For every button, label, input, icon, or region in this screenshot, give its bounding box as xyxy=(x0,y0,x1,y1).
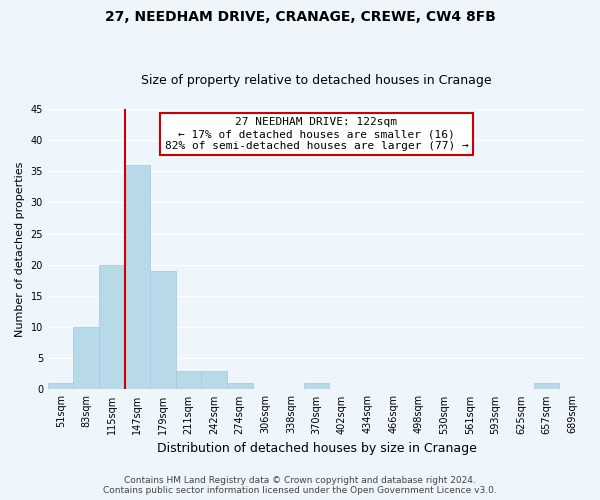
Bar xyxy=(202,370,227,390)
X-axis label: Distribution of detached houses by size in Cranage: Distribution of detached houses by size … xyxy=(157,442,476,455)
Text: Contains HM Land Registry data © Crown copyright and database right 2024.
Contai: Contains HM Land Registry data © Crown c… xyxy=(103,476,497,495)
Text: 27, NEEDHAM DRIVE, CRANAGE, CREWE, CW4 8FB: 27, NEEDHAM DRIVE, CRANAGE, CREWE, CW4 8… xyxy=(104,10,496,24)
Bar xyxy=(150,271,176,390)
Bar xyxy=(176,370,202,390)
Bar xyxy=(304,383,329,390)
Bar xyxy=(73,327,99,390)
Bar xyxy=(99,265,125,390)
Bar xyxy=(48,383,73,390)
Y-axis label: Number of detached properties: Number of detached properties xyxy=(15,162,25,337)
Bar xyxy=(125,165,150,390)
Title: Size of property relative to detached houses in Cranage: Size of property relative to detached ho… xyxy=(141,74,492,87)
Bar xyxy=(534,383,559,390)
Bar xyxy=(227,383,253,390)
Text: 27 NEEDHAM DRIVE: 122sqm
← 17% of detached houses are smaller (16)
82% of semi-d: 27 NEEDHAM DRIVE: 122sqm ← 17% of detach… xyxy=(164,118,469,150)
